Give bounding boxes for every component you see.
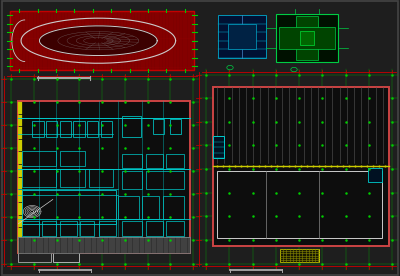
Bar [18, 152, 22, 164]
Bar [228, 24, 256, 49]
Bar [89, 169, 113, 187]
Bar [122, 171, 142, 189]
Bar [300, 31, 314, 45]
Bar [18, 127, 22, 139]
Bar [22, 169, 56, 187]
Bar [22, 221, 39, 236]
Bar [46, 121, 57, 137]
Bar [213, 136, 224, 158]
Bar [18, 228, 22, 240]
Bar [101, 121, 112, 137]
Bar [18, 203, 22, 215]
Bar [80, 221, 94, 236]
Bar [32, 121, 44, 137]
Bar [53, 252, 79, 262]
Bar [368, 168, 382, 182]
Bar [99, 221, 116, 236]
Bar [296, 16, 318, 60]
Bar [10, 11, 194, 70]
Bar [42, 221, 56, 236]
Bar [18, 252, 51, 262]
Bar [18, 165, 22, 177]
Bar [18, 115, 22, 126]
Bar [60, 121, 71, 137]
Bar [146, 171, 184, 189]
Bar [122, 221, 142, 236]
Bar [22, 190, 116, 224]
Bar [276, 14, 338, 62]
Polygon shape [40, 26, 157, 55]
Bar [170, 119, 181, 134]
Bar [18, 190, 22, 202]
Bar [60, 151, 86, 166]
Bar [18, 241, 22, 253]
Bar [60, 221, 77, 236]
Bar [280, 249, 319, 262]
Bar [163, 197, 184, 219]
Bar [18, 102, 22, 113]
Bar [22, 151, 56, 166]
Bar [118, 197, 139, 219]
Bar [18, 216, 22, 227]
Bar [122, 116, 141, 137]
Bar [122, 154, 142, 168]
Bar [166, 154, 184, 168]
Bar [18, 237, 190, 253]
Bar [146, 221, 163, 236]
Bar [152, 119, 164, 134]
Bar [142, 197, 160, 219]
Bar [213, 87, 389, 246]
Bar [87, 121, 98, 137]
Bar [146, 154, 163, 168]
Bar [60, 169, 86, 187]
Bar [279, 27, 335, 49]
Bar [18, 101, 190, 253]
Bar [218, 15, 266, 58]
Bar [217, 171, 382, 238]
Bar [166, 221, 184, 236]
Bar [18, 140, 22, 152]
Bar [74, 121, 85, 137]
Bar [18, 178, 22, 189]
